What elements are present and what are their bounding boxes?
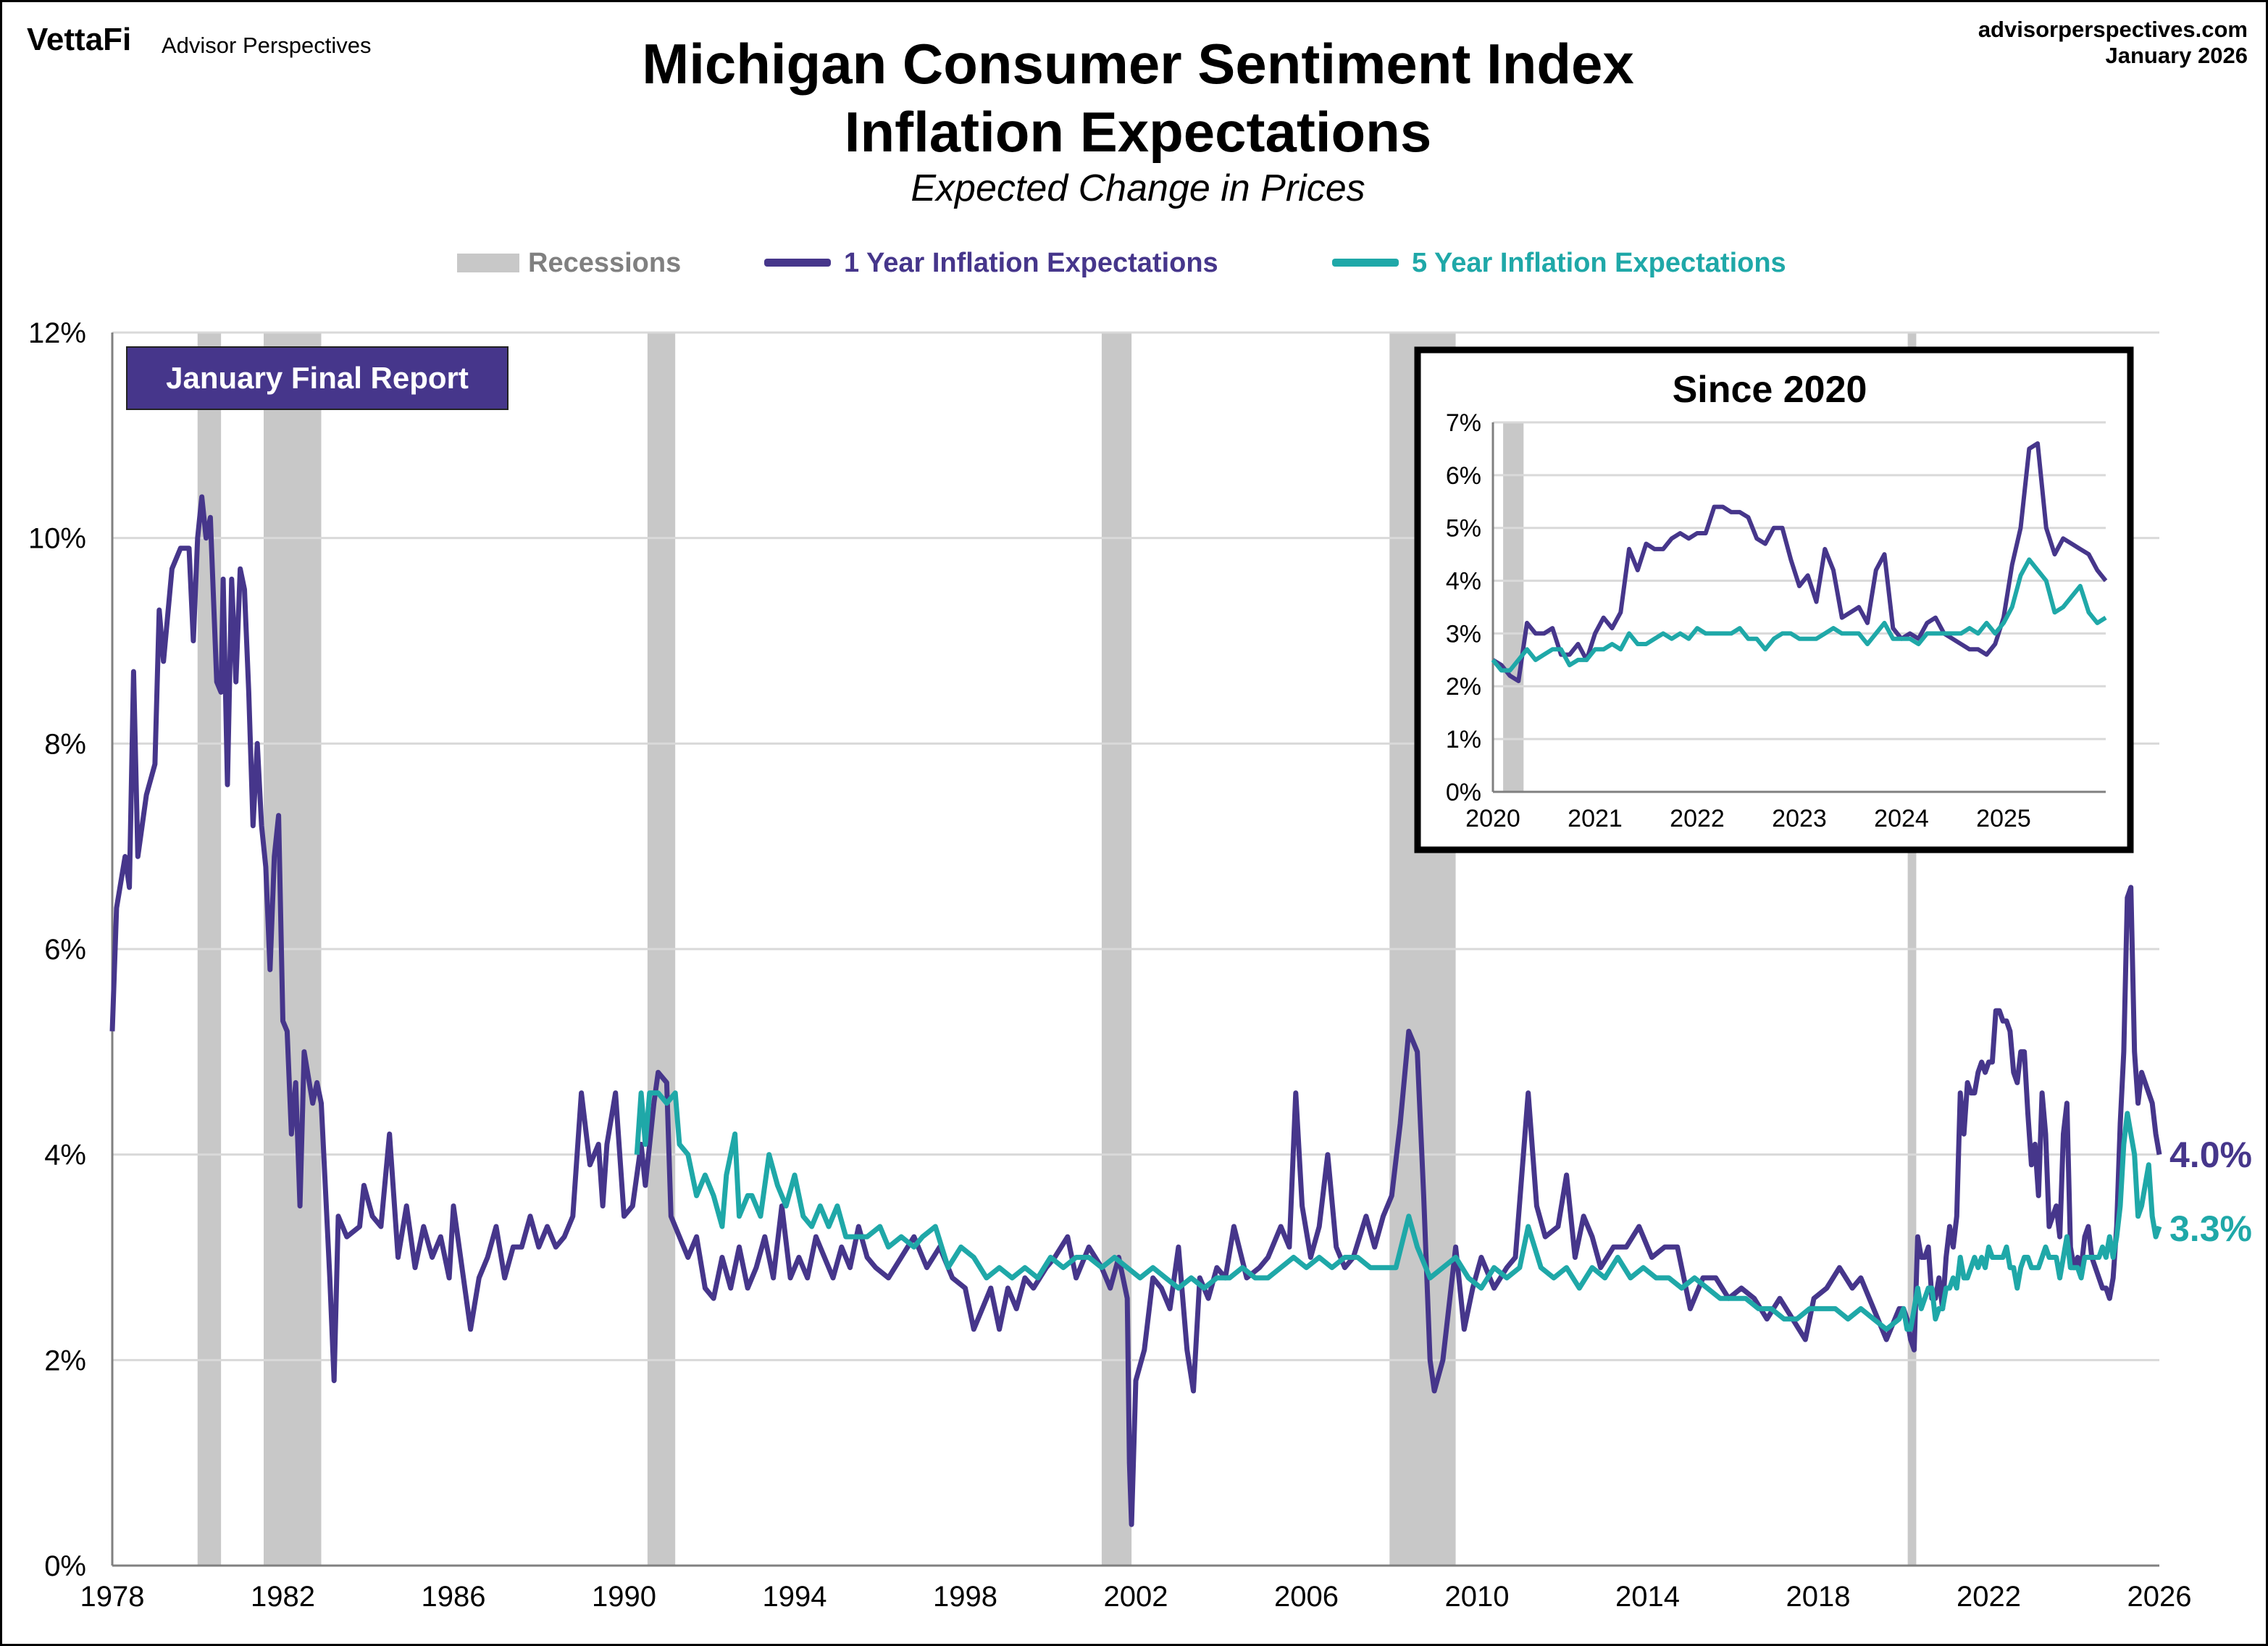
y-tick-label: 8% (44, 728, 86, 760)
legend-label-5-year: 5 Year Inflation Expectations (1412, 248, 1786, 278)
x-tick-label: 2006 (1274, 1581, 1339, 1613)
y-tick-label: 3% (1446, 620, 1481, 648)
x-tick-label: 2002 (1104, 1581, 1168, 1613)
x-tick-label: 2024 (1874, 805, 1929, 832)
report-badge-label: January Final Report (166, 361, 469, 395)
series-line-5-year (634, 1090, 2162, 1332)
x-tick-label: 1986 (422, 1581, 486, 1613)
x-tick-label: 1978 (80, 1581, 145, 1613)
y-tick-label: 7% (1446, 409, 1481, 437)
report-badge (126, 346, 509, 410)
y-tick-label: 4% (1446, 567, 1481, 595)
legend-swatch-recessions (457, 254, 519, 272)
legend-label-1-year: 1 Year Inflation Expectations (844, 248, 1218, 278)
x-tick-label: 2018 (1786, 1581, 1851, 1613)
y-tick-label: 5% (1446, 515, 1481, 543)
legend: Recessions 1 Year Inflation Expectations… (457, 248, 1786, 278)
chart-subtitle: Expected Change in Prices (911, 167, 1365, 209)
x-tick-label: 1998 (933, 1581, 997, 1613)
y-tick-label: 4% (44, 1140, 86, 1171)
x-tick-label: 1990 (592, 1581, 656, 1613)
y-tick-label: 0% (1446, 779, 1481, 806)
y-tick-label: 2% (1446, 673, 1481, 701)
inset-frame (1414, 346, 2134, 853)
x-tick-label: 2023 (1772, 805, 1827, 832)
series-line-1-year (1491, 441, 2108, 683)
y-tick-label: 2% (44, 1345, 86, 1376)
logo-brand: VettaFi (27, 22, 131, 57)
x-tick-label: 2025 (1976, 805, 2031, 832)
x-tick-label: 1994 (763, 1581, 827, 1613)
x-tick-label: 2022 (1957, 1581, 2021, 1613)
y-tick-label: 12% (28, 317, 86, 349)
x-tick-label: 2020 (1465, 805, 1520, 832)
x-tick-label: 2014 (1615, 1581, 1680, 1613)
x-tick-label: 2021 (1568, 805, 1623, 832)
legend-label-recessions: Recessions (528, 248, 681, 278)
site-name: advisorperspectives.com (1978, 17, 2248, 42)
chart-title-line1: Michigan Consumer Sentiment Index (642, 32, 1634, 96)
x-tick-label: 2010 (1445, 1581, 1510, 1613)
y-tick-label: 1% (1446, 726, 1481, 753)
y-tick-label: 6% (1446, 462, 1481, 490)
y-tick-label: 0% (44, 1550, 86, 1582)
y-tick-label: 10% (28, 523, 86, 555)
y-tick-label: 6% (44, 934, 86, 966)
chart-title-line2: Inflation Expectations (845, 100, 1431, 164)
report-date: January 2026 (2106, 43, 2248, 68)
x-tick-label: 1982 (251, 1581, 315, 1613)
series-line-5-year (1491, 557, 2107, 673)
recession-band (1503, 422, 1524, 792)
end-label-1-year: 4.0% (2169, 1135, 2252, 1175)
inset-title: Since 2020 (1673, 369, 1867, 411)
logo-sub: Advisor Perspectives (162, 33, 371, 58)
x-tick-label: 2026 (2127, 1581, 2192, 1613)
x-tick-label: 2022 (1670, 805, 1725, 832)
legend-swatch-5-year (1332, 259, 1399, 267)
end-label-5-year: 3.3% (2169, 1208, 2252, 1249)
series-line-1-year (109, 494, 2162, 1527)
legend-swatch-1-year (764, 259, 831, 267)
